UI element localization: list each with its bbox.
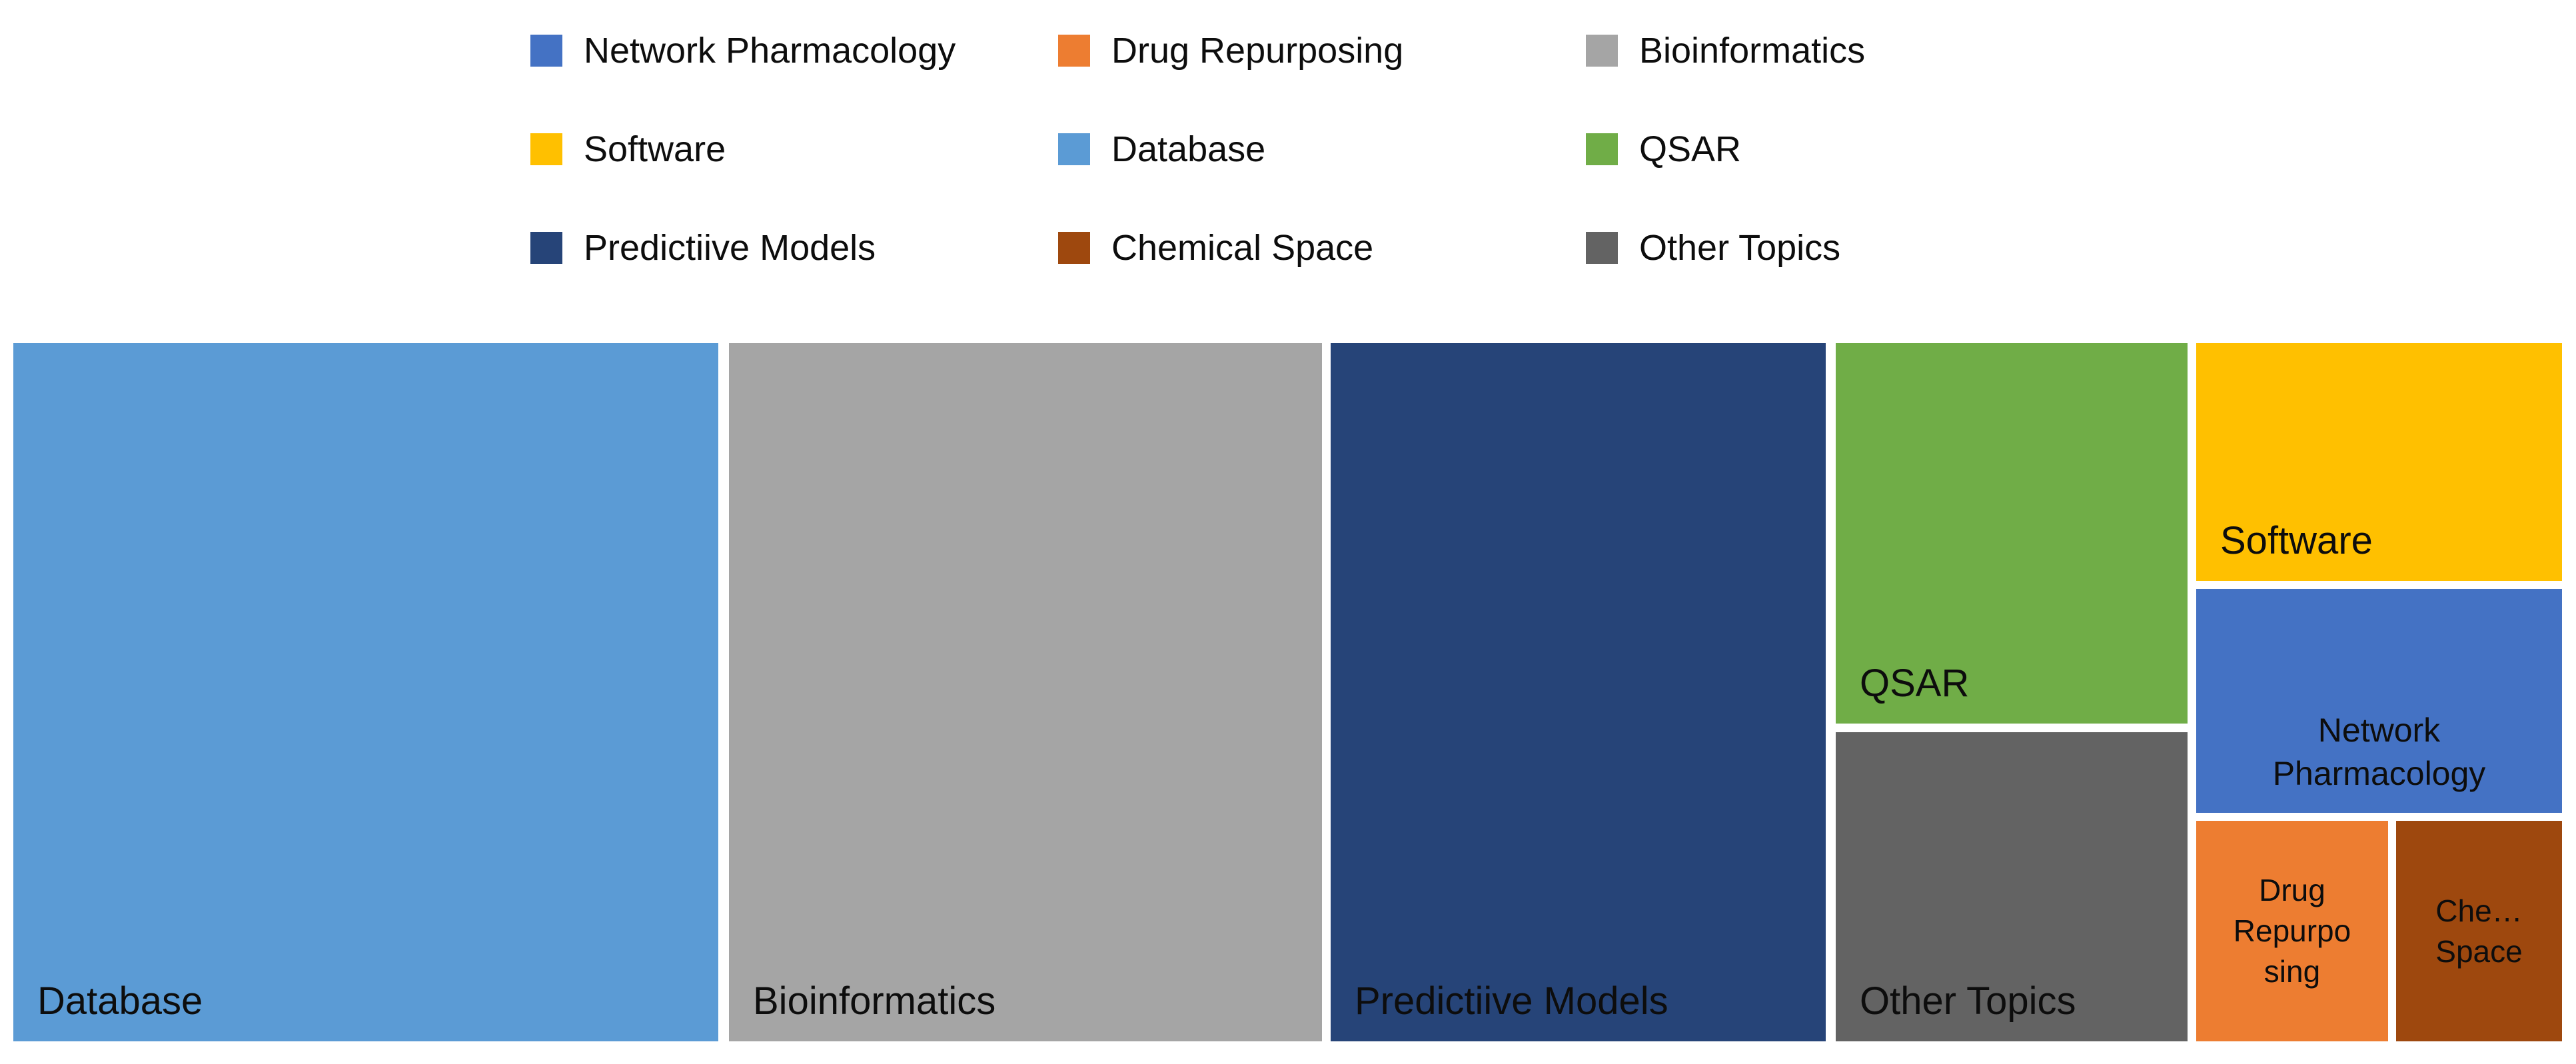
tile-label-qsar: QSAR [1860,662,1970,706]
legend-swatch-predictiive-models [530,232,562,264]
tile-label-bioinformatics: Bioinformatics [753,979,996,1023]
legend-label: Software [584,129,726,169]
treemap-tile-network-pharmacology: Network Pharmacology [2196,589,2562,813]
treemap-tile-drug-repurposing: Drug Repurpo sing [2196,821,2388,1041]
tile-label-line: Network [2317,712,2441,749]
legend-swatch-other-topics [1586,232,1618,264]
tile-label-line: Drug [2259,873,2325,908]
legend-swatch-software [530,133,562,165]
tile-label-line: Repurpo [2233,913,2351,949]
legend-item-bioinformatics: Bioinformatics [1586,1,2114,100]
treemap-tile-software: Software [2196,343,2562,581]
legend-item-software: Software [530,100,1058,199]
legend-item-predictiive-models: Predictiive Models [530,199,1058,297]
legend-swatch-drug-repurposing [1058,35,1090,67]
tile-label-software: Software [2220,519,2373,563]
legend-label: Database [1111,129,1266,169]
legend-label: Other Topics [1639,228,1841,268]
tile-label-database: Database [37,979,203,1023]
legend-label: Predictiive Models [584,228,876,268]
legend-label: Chemical Space [1111,228,1374,268]
legend-swatch-network-pharmacology [530,35,562,67]
tile-label-network-pharmacology: Network Pharmacology [2273,709,2486,796]
treemap-tile-bioinformatics: Bioinformatics [729,343,1322,1041]
legend-swatch-bioinformatics [1586,35,1618,67]
tile-label-chemical-space: Che… Space [2435,891,2522,971]
legend-swatch-qsar [1586,133,1618,165]
legend-label: Network Pharmacology [584,31,956,71]
legend-label: QSAR [1639,129,1742,169]
treemap-tile-predictiive-models: Predictiive Models [1331,343,1826,1041]
legend-item-other-topics: Other Topics [1586,199,2114,297]
legend-swatch-database [1058,133,1090,165]
legend-label: Bioinformatics [1639,31,1866,71]
treemap-tile-qsar: QSAR [1836,343,2188,724]
tile-label-predictiive-models: Predictiive Models [1355,979,1668,1023]
legend-item-qsar: QSAR [1586,100,2114,199]
tile-label-other-topics: Other Topics [1860,979,2076,1023]
legend-item-chemical-space: Chemical Space [1058,199,1586,297]
treemap-chart: Database Bioinformatics Predictiive Mode… [13,343,2565,1041]
tile-label-drug-repurposing: Drug Repurpo sing [2234,870,2351,991]
legend-item-drug-repurposing: Drug Repurposing [1058,1,1586,100]
tile-label-line: Space [2435,933,2523,969]
legend-item-database: Database [1058,100,1586,199]
treemap-tile-database: Database [13,343,718,1041]
tile-label-line: sing [2263,953,2321,989]
chart-legend: Network Pharmacology Drug Repurposing Bi… [530,1,2114,297]
legend-swatch-chemical-space [1058,232,1090,264]
tile-label-line: Pharmacology [2272,755,2486,792]
treemap-tile-chemical-space: Che… Space [2396,821,2562,1041]
legend-item-network-pharmacology: Network Pharmacology [530,1,1058,100]
treemap-tile-other-topics: Other Topics [1836,732,2188,1041]
legend-label: Drug Repurposing [1111,31,1404,71]
tile-label-line: Che… [2435,893,2523,928]
